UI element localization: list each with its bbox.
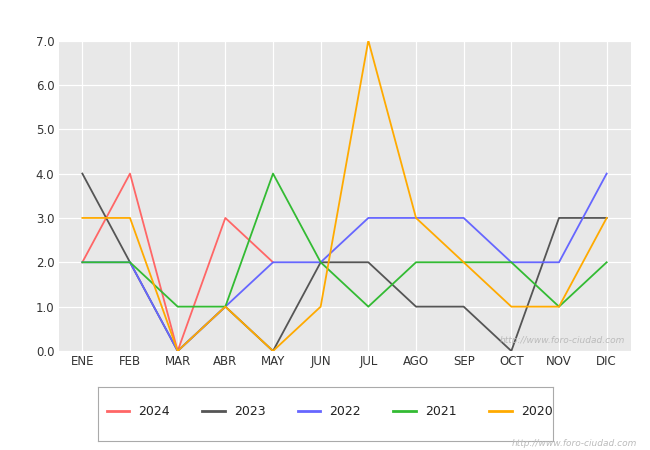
Text: http://www.foro-ciudad.com: http://www.foro-ciudad.com [499, 336, 625, 345]
Text: http://www.foro-ciudad.com: http://www.foro-ciudad.com [512, 439, 637, 448]
Text: 2022: 2022 [330, 405, 361, 418]
Text: Matriculaciones de Vehiculos en Chelva: Matriculaciones de Vehiculos en Chelva [174, 10, 476, 26]
Text: 2021: 2021 [425, 405, 457, 418]
Text: 2020: 2020 [521, 405, 552, 418]
Text: 2023: 2023 [234, 405, 266, 418]
Text: 2024: 2024 [138, 405, 170, 418]
